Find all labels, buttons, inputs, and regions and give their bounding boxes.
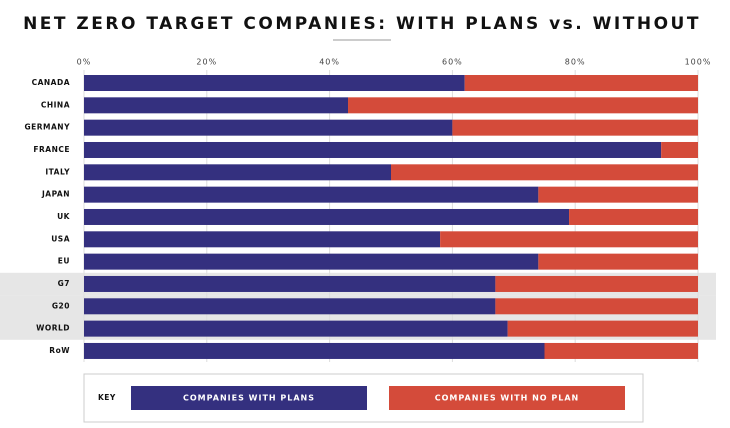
y-tick-label: RoW (49, 346, 70, 355)
bar-segment (538, 186, 698, 203)
x-tick-label: 100% (685, 58, 712, 67)
y-tick-label: EU (58, 257, 70, 266)
y-tick-label: G20 (52, 301, 70, 310)
bars: CANADA CHINA GERMANY FRANCE ITALY JAPAN UK USA E… (24, 75, 698, 359)
bar-segment (84, 164, 391, 181)
y-tick-label: G7 (58, 279, 70, 288)
bar-segment (391, 164, 698, 181)
y-tick-label: UK (57, 212, 71, 221)
y-tick-label: USA (51, 234, 70, 243)
bar-segment (84, 97, 349, 114)
bar-segment (452, 119, 698, 136)
y-tick-label: CANADA (32, 78, 70, 87)
bar-segment (495, 298, 698, 315)
bar-segment (544, 342, 698, 359)
bar-segment (84, 298, 496, 315)
bar-segment (84, 320, 508, 337)
legend-swatch (389, 386, 625, 410)
bar-segment (661, 141, 698, 158)
bar-segment (84, 231, 441, 248)
x-tick-label: 0% (77, 58, 92, 67)
legend-swatch (131, 386, 367, 410)
legend-title: KEY (98, 393, 116, 402)
y-tick-label: ITALY (45, 167, 70, 176)
bar-segment (569, 208, 698, 225)
bar-segment (84, 186, 539, 203)
y-tick-label: WORLD (36, 324, 70, 333)
x-tick-label: 80% (565, 58, 586, 67)
chart-title: NET ZERO TARGET COMPANIES: WITH PLANS vs… (23, 14, 701, 34)
bar-segment (84, 342, 545, 359)
bar-segment (84, 208, 570, 225)
bar-segment (464, 75, 698, 91)
bar-segment (84, 75, 465, 91)
bar-segment (507, 320, 698, 337)
bar-segment (538, 253, 698, 270)
y-tick-label: GERMANY (24, 123, 70, 132)
bar-segment (84, 275, 496, 292)
bar-segment (84, 119, 453, 136)
legend-label: COMPANIES WITH NO PLAN (435, 394, 580, 403)
x-tick-label: 60% (442, 58, 463, 67)
x-tick-label: 40% (319, 58, 340, 67)
bar-segment (495, 275, 698, 292)
bar-segment (84, 141, 662, 158)
legend-label: COMPANIES WITH PLANS (183, 394, 315, 403)
bar-segment (84, 253, 539, 270)
x-tick-label: 20% (196, 58, 217, 67)
y-tick-label: JAPAN (41, 190, 70, 199)
bar-segment (440, 231, 698, 248)
y-tick-label: FRANCE (33, 145, 70, 154)
y-tick-label: CHINA (41, 100, 70, 109)
legend: COMPANIES WITH PLANS COMPANIES WITH NO PL… (131, 386, 625, 410)
bar-segment (348, 97, 698, 114)
